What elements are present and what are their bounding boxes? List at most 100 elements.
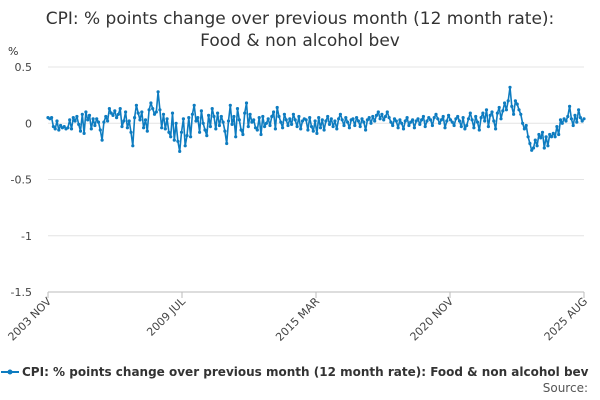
data-point[interactable] — [452, 123, 456, 128]
data-point[interactable] — [335, 127, 339, 131]
data-point[interactable] — [228, 103, 232, 107]
data-point[interactable] — [253, 126, 258, 130]
data-point[interactable] — [394, 119, 398, 123]
data-point[interactable] — [445, 119, 449, 123]
data-point[interactable] — [562, 117, 566, 121]
data-point[interactable] — [457, 119, 462, 123]
data-point[interactable] — [524, 123, 528, 128]
data-point[interactable] — [494, 127, 498, 131]
data-point[interactable] — [486, 125, 490, 129]
data-point[interactable] — [87, 113, 92, 117]
data-point[interactable] — [360, 117, 364, 121]
data-point[interactable] — [418, 122, 422, 126]
data-point[interactable] — [548, 132, 552, 137]
data-point[interactable] — [118, 107, 122, 111]
data-point[interactable] — [367, 116, 371, 120]
data-point[interactable] — [239, 128, 243, 132]
data-point[interactable] — [77, 122, 81, 126]
data-point[interactable] — [111, 113, 115, 117]
data-point[interactable] — [531, 146, 536, 150]
data-point[interactable] — [580, 119, 584, 123]
data-point[interactable] — [555, 125, 559, 129]
data-point[interactable] — [447, 113, 451, 117]
data-point[interactable] — [396, 126, 400, 130]
data-point[interactable] — [568, 104, 572, 108]
data-point[interactable] — [441, 114, 445, 119]
data-point[interactable] — [315, 131, 319, 135]
data-point[interactable] — [272, 110, 276, 114]
data-point[interactable] — [107, 107, 111, 111]
data-point[interactable] — [237, 118, 241, 122]
data-point[interactable] — [255, 128, 259, 132]
data-point[interactable] — [243, 111, 247, 115]
data-point[interactable] — [199, 109, 203, 113]
data-point[interactable] — [147, 108, 151, 112]
data-point[interactable] — [252, 118, 256, 122]
data-point[interactable] — [365, 118, 369, 122]
data-point[interactable] — [102, 120, 106, 124]
data-point[interactable] — [461, 116, 465, 120]
data-point[interactable] — [533, 138, 537, 142]
data-point[interactable] — [378, 117, 382, 121]
data-point[interactable] — [575, 120, 579, 124]
data-point[interactable] — [196, 116, 200, 120]
data-point[interactable] — [304, 118, 308, 122]
data-point[interactable] — [497, 105, 501, 110]
data-point[interactable] — [53, 127, 57, 131]
data-point[interactable] — [295, 125, 299, 129]
data-point[interactable] — [344, 116, 348, 120]
data-point[interactable] — [176, 139, 180, 143]
data-point[interactable] — [235, 107, 240, 111]
data-point[interactable] — [178, 149, 182, 153]
data-point[interactable] — [297, 114, 301, 119]
data-point[interactable] — [109, 111, 113, 115]
data-point[interactable] — [313, 119, 317, 123]
data-point[interactable] — [553, 135, 557, 139]
data-point[interactable] — [138, 118, 142, 122]
data-point[interactable] — [225, 141, 229, 146]
data-point[interactable] — [291, 112, 295, 116]
data-point[interactable] — [281, 126, 285, 130]
data-point[interactable] — [59, 123, 63, 128]
data-point[interactable] — [403, 119, 407, 123]
data-point[interactable] — [273, 127, 277, 131]
data-point[interactable] — [362, 120, 366, 124]
data-point[interactable] — [490, 110, 494, 114]
data-point[interactable] — [374, 113, 379, 117]
data-point[interactable] — [308, 116, 312, 120]
data-point[interactable] — [549, 135, 554, 139]
data-point[interactable] — [317, 116, 321, 120]
data-point[interactable] — [122, 119, 126, 123]
data-point[interactable] — [503, 101, 507, 105]
data-point[interactable] — [521, 121, 525, 125]
data-point[interactable] — [192, 103, 196, 107]
data-point[interactable] — [230, 122, 234, 126]
data-point[interactable] — [466, 117, 471, 121]
data-point[interactable] — [51, 125, 56, 129]
data-point[interactable] — [75, 114, 79, 119]
data-point[interactable] — [78, 129, 83, 133]
data-point[interactable] — [463, 127, 467, 131]
data-point[interactable] — [140, 110, 144, 114]
data-point[interactable] — [172, 138, 176, 142]
data-point[interactable] — [405, 116, 409, 120]
data-point[interactable] — [340, 118, 344, 122]
data-point[interactable] — [151, 107, 155, 111]
data-point[interactable] — [364, 128, 368, 132]
data-point[interactable] — [391, 123, 395, 128]
data-point[interactable] — [484, 108, 489, 112]
data-point[interactable] — [158, 108, 162, 112]
data-point[interactable] — [264, 121, 268, 125]
data-point[interactable] — [183, 144, 187, 148]
data-point[interactable] — [134, 103, 138, 107]
data-point[interactable] — [483, 119, 487, 123]
data-point[interactable] — [160, 126, 164, 130]
data-point[interactable] — [578, 116, 583, 120]
data-point[interactable] — [234, 135, 238, 139]
data-point[interactable] — [208, 125, 212, 129]
data-point[interactable] — [412, 126, 416, 130]
data-point[interactable] — [152, 112, 157, 116]
data-point[interactable] — [557, 132, 561, 137]
data-point[interactable] — [241, 132, 245, 137]
data-point[interactable] — [62, 125, 66, 129]
